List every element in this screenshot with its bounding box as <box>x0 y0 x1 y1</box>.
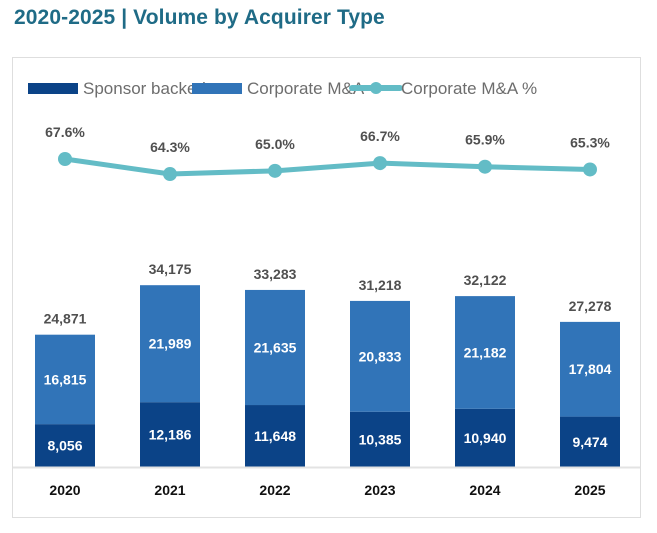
marker-corporate-ma-pct-2023 <box>373 156 387 171</box>
data-label-sponsor-backed-2024: 10,940 <box>464 430 507 446</box>
data-label-corporate-ma-pct-2025: 65.3% <box>570 134 610 150</box>
x-tick-label-2022: 2022 <box>259 482 290 498</box>
bars-group <box>35 285 620 467</box>
legend-label-sponsor-backed: Sponsor backed <box>83 79 206 98</box>
x-tick-label-2020: 2020 <box>49 482 80 498</box>
legend-swatch-sponsor-backed <box>28 83 78 94</box>
chart-title: 2020-2025 | Volume by Acquirer Type <box>14 6 385 29</box>
data-label-total-2023: 31,218 <box>359 277 402 293</box>
marker-corporate-ma-pct-2022 <box>268 163 282 178</box>
legend-label-corporate-ma-pct: Corporate M&A % <box>401 79 537 98</box>
data-label-corporate-ma-2020: 16,815 <box>44 371 87 387</box>
data-label-total-2021: 34,175 <box>149 261 192 277</box>
bar-sponsor-backed-2021 <box>140 402 200 467</box>
data-label-corporate-ma-2022: 21,635 <box>254 339 297 355</box>
labels-group: 8,056 16,815 24,871 2020 12,186 21,989 34,175 2… <box>44 124 612 498</box>
bar-sponsor-backed-2025 <box>560 416 620 467</box>
data-label-sponsor-backed-2025: 9,474 <box>572 434 607 450</box>
legend-swatch-corporate-ma <box>192 83 242 94</box>
data-label-sponsor-backed-2022: 11,648 <box>254 428 296 444</box>
data-label-sponsor-backed-2020: 8,056 <box>47 438 82 454</box>
data-label-total-2024: 32,122 <box>464 272 507 288</box>
x-tick-label-2023: 2023 <box>364 482 395 498</box>
x-tick-label-2025: 2025 <box>574 482 605 498</box>
bar-corporate-ma-2024 <box>455 296 515 409</box>
data-label-corporate-ma-2025: 17,804 <box>569 361 612 377</box>
bar-sponsor-backed-2020 <box>35 424 95 467</box>
bar-sponsor-backed-2024 <box>455 408 515 467</box>
data-label-corporate-ma-pct-2023: 66.7% <box>360 128 400 144</box>
line-corporate-ma-pct <box>64 156 591 177</box>
data-label-corporate-ma-pct-2020: 67.6% <box>45 124 85 140</box>
data-label-corporate-ma-2024: 21,182 <box>464 344 507 360</box>
bar-corporate-ma-2021 <box>140 285 200 403</box>
bar-sponsor-backed-2023 <box>350 411 410 467</box>
marker-corporate-ma-pct-2021 <box>163 167 177 182</box>
data-label-sponsor-backed-2021: 12,186 <box>149 427 192 443</box>
line-series-group <box>58 152 597 182</box>
data-label-total-2025: 27,278 <box>569 298 612 314</box>
chart-panel <box>12 57 641 518</box>
bar-corporate-ma-2022 <box>245 289 305 406</box>
legend: Sponsor backed Corporate M&A Corporate M&A… <box>28 79 537 98</box>
bar-corporate-ma-2023 <box>350 300 410 412</box>
data-label-total-2022: 33,283 <box>254 266 297 282</box>
data-label-sponsor-backed-2023: 10,385 <box>359 431 402 447</box>
x-tick-label-2021: 2021 <box>154 482 185 498</box>
data-label-corporate-ma-2021: 21,989 <box>149 336 192 352</box>
bar-corporate-ma-2025 <box>560 321 620 417</box>
data-label-corporate-ma-pct-2021: 64.3% <box>150 139 190 155</box>
legend-label-corporate-ma: Corporate M&A <box>247 79 365 98</box>
data-label-corporate-ma-pct-2022: 65.0% <box>255 136 295 152</box>
data-label-corporate-ma-2023: 20,833 <box>359 348 402 364</box>
bar-corporate-ma-2020 <box>35 334 95 425</box>
bar-sponsor-backed-2022 <box>245 405 305 467</box>
legend-swatch-corporate-ma-pct-marker <box>370 82 382 94</box>
marker-corporate-ma-pct-2025 <box>583 162 597 177</box>
data-label-corporate-ma-pct-2024: 65.9% <box>465 132 505 148</box>
x-tick-label-2024: 2024 <box>469 482 500 498</box>
marker-corporate-ma-pct-2024 <box>478 159 492 174</box>
marker-corporate-ma-pct-2020 <box>58 152 72 166</box>
data-label-total-2020: 24,871 <box>44 311 87 327</box>
